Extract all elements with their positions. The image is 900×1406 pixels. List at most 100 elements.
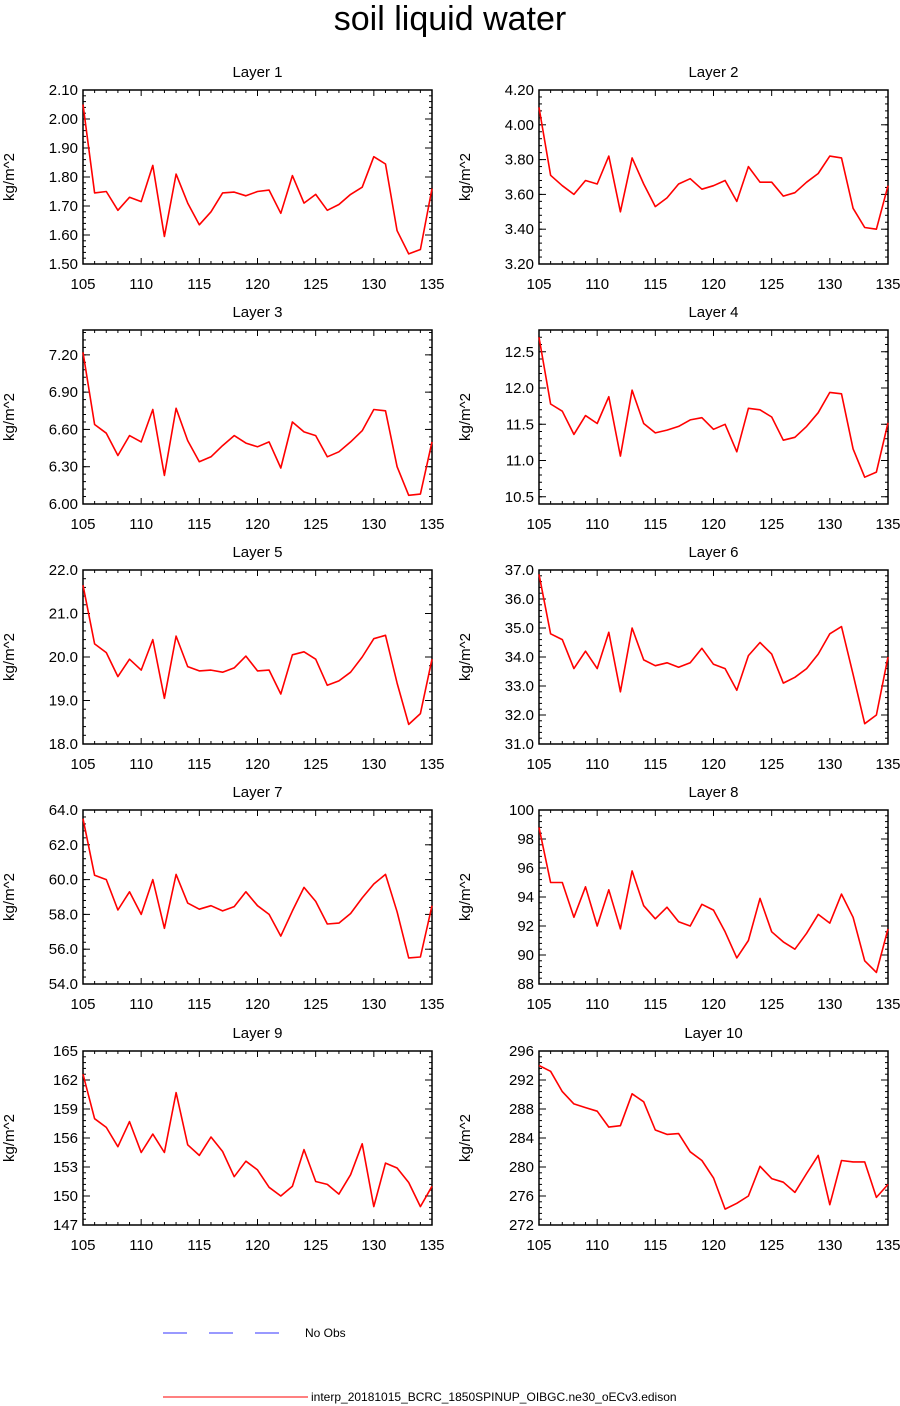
x-tick-label: 110 <box>129 1237 153 1254</box>
x-tick-label: 135 <box>419 1237 444 1254</box>
x-tick-label: 135 <box>419 516 444 533</box>
x-tick-label: 105 <box>70 516 95 533</box>
y-tick-label: 12.5 <box>505 344 534 361</box>
legend-model-label: interp_20181015_BCRC_1850SPINUP_OIBGC.ne… <box>311 1390 677 1404</box>
x-tick-label: 125 <box>759 1237 784 1254</box>
panel-title: Layer 4 <box>688 304 738 321</box>
y-axis-label: kg/m^2 <box>1 153 18 201</box>
x-tick-label: 105 <box>70 276 95 293</box>
y-axis-label: kg/m^2 <box>457 393 474 441</box>
y-tick-label: 64.0 <box>49 802 78 819</box>
legend-obs-label: No Obs <box>305 1326 346 1340</box>
panel-layer-2: Layer 2 kg/m^2 105 110 115 120 125 130 135 3.20 3.… <box>457 64 900 293</box>
y-tick-label: 4.00 <box>505 117 534 134</box>
x-tick-label: 125 <box>303 1237 328 1254</box>
y-tick-label: 56.0 <box>49 941 78 958</box>
panel-title: Layer 7 <box>232 784 282 801</box>
y-tick-label: 36.0 <box>505 591 534 608</box>
y-axis-label: kg/m^2 <box>1 633 18 681</box>
y-tick-label: 60.0 <box>49 872 78 889</box>
x-tick-label: 115 <box>187 516 211 533</box>
x-tick-label: 135 <box>875 516 900 533</box>
y-tick-label: 1.80 <box>49 169 78 186</box>
y-tick-label: 11.5 <box>506 416 534 433</box>
y-tick-label: 58.0 <box>49 906 78 923</box>
x-tick-label: 120 <box>245 516 270 533</box>
x-tick-label: 135 <box>875 756 900 773</box>
x-tick-label: 125 <box>759 276 784 293</box>
y-axis-label: kg/m^2 <box>457 1114 474 1162</box>
y-tick-label: 92 <box>517 918 534 935</box>
y-tick-label: 96 <box>517 860 534 877</box>
y-tick-label: 272 <box>509 1217 534 1234</box>
panel-title: Layer 1 <box>232 64 282 81</box>
x-tick-label: 115 <box>643 516 667 533</box>
y-tick-label: 2.00 <box>49 111 78 128</box>
y-tick-label: 1.50 <box>49 256 78 273</box>
y-tick-label: 6.90 <box>49 384 78 401</box>
panel-layer-1: Layer 1 kg/m^2 105 110 115 120 125 130 135 1.50 1.… <box>1 64 445 293</box>
series-line-model <box>538 1064 889 1210</box>
x-tick-label: 130 <box>361 756 386 773</box>
panel-layer-8: Layer 8 kg/m^2 105 110 115 120 125 130 135 88 90 92… <box>457 784 900 1013</box>
panel-title: Layer 8 <box>688 784 738 801</box>
y-axis-label: kg/m^2 <box>457 873 474 921</box>
plot-frame <box>82 89 433 265</box>
y-tick-label: 6.00 <box>49 496 78 513</box>
y-tick-label: 54.0 <box>49 976 78 993</box>
x-tick-label: 135 <box>419 996 444 1013</box>
panel-title: Layer 10 <box>684 1025 742 1042</box>
y-axis-label: kg/m^2 <box>1 873 18 921</box>
x-tick-label: 105 <box>70 996 95 1013</box>
panel-layer-10: Layer 10 kg/m^2 105 110 115 120 125 130 135 272 27… <box>457 1025 900 1254</box>
y-tick-label: 12.0 <box>505 380 534 397</box>
x-tick-label: 135 <box>419 756 444 773</box>
y-tick-label: 296 <box>509 1043 534 1060</box>
x-tick-label: 130 <box>817 996 842 1013</box>
x-tick-label: 120 <box>701 516 726 533</box>
y-tick-label: 90 <box>517 947 534 964</box>
x-tick-label: 110 <box>585 276 609 293</box>
y-tick-label: 1.70 <box>49 198 78 215</box>
panel-grid: Layer 1 kg/m^2 105 110 115 120 125 130 135 1.50 1.… <box>1 64 900 1254</box>
y-tick-label: 150 <box>53 1188 78 1205</box>
x-tick-label: 110 <box>129 756 153 773</box>
y-tick-label: 288 <box>509 1101 534 1118</box>
legend: No Obs interp_20181015_BCRC_1850SPINUP_O… <box>163 1326 677 1404</box>
y-tick-label: 20.0 <box>49 649 78 666</box>
plot-frame <box>538 809 889 985</box>
y-tick-label: 284 <box>509 1130 534 1147</box>
x-tick-label: 110 <box>129 516 153 533</box>
x-tick-label: 120 <box>701 1237 726 1254</box>
series-line-model <box>82 585 433 726</box>
panel-layer-4: Layer 4 kg/m^2 105 110 115 120 125 130 135 10.5 11… <box>457 304 900 533</box>
x-tick-label: 115 <box>643 276 667 293</box>
x-tick-label: 125 <box>303 756 328 773</box>
x-tick-label: 135 <box>875 1237 900 1254</box>
y-tick-label: 165 <box>53 1043 78 1060</box>
y-tick-label: 156 <box>53 1130 78 1147</box>
figure-title: soil liquid water <box>334 0 566 38</box>
x-tick-label: 110 <box>585 996 609 1013</box>
series-line-model <box>82 818 433 959</box>
series-line-model <box>82 352 433 497</box>
y-tick-label: 98 <box>517 831 534 848</box>
x-tick-label: 110 <box>585 516 609 533</box>
y-tick-label: 22.0 <box>49 562 78 579</box>
x-tick-label: 130 <box>361 276 386 293</box>
y-tick-label: 147 <box>53 1217 78 1234</box>
plot-frame <box>538 329 889 505</box>
y-tick-label: 11.0 <box>506 453 534 470</box>
y-tick-label: 21.0 <box>49 606 78 623</box>
x-tick-label: 130 <box>361 516 386 533</box>
x-tick-label: 130 <box>817 1237 842 1254</box>
plot-frame <box>538 1050 889 1226</box>
y-tick-label: 32.0 <box>505 707 534 724</box>
y-axis-label: kg/m^2 <box>1 1114 18 1162</box>
y-tick-label: 10.5 <box>505 489 534 506</box>
y-tick-label: 31.0 <box>505 736 534 753</box>
y-tick-label: 159 <box>53 1101 78 1118</box>
x-tick-label: 135 <box>875 276 900 293</box>
panel-layer-5: Layer 5 kg/m^2 105 110 115 120 125 130 135 18.0 19… <box>1 544 445 773</box>
